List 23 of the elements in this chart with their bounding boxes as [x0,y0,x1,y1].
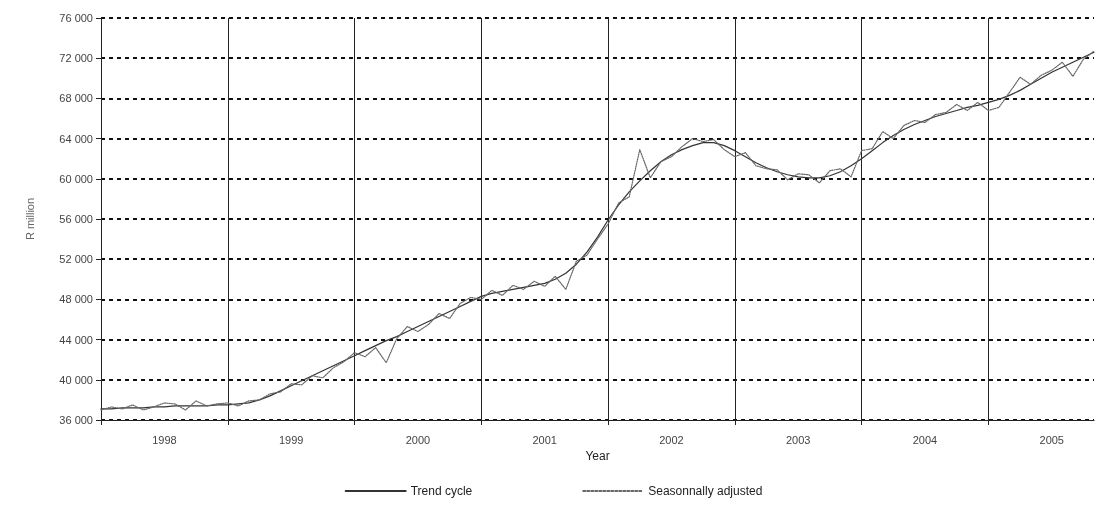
y-tick-label: 72 000 [59,52,93,65]
y-tick-label: 60 000 [59,172,93,185]
x-tick-label: 2000 [405,433,431,446]
legend-label: Trend cycle [410,484,473,498]
x-tick-label: 2002 [659,433,684,446]
x-tick-label: 2003 [785,433,811,446]
x-tick-label: 2004 [912,433,938,446]
y-tick-label: 44 000 [59,333,93,346]
y-tick-label: 68 000 [59,92,93,105]
y-tick-label: 76 000 [59,12,93,24]
x-tick-label: 1999 [278,433,304,446]
y-tick-label: 52 000 [59,253,93,266]
y-tick-label: 48 000 [59,293,93,306]
y-tick-label: 40 000 [59,373,93,386]
y-tick-label: 36 000 [59,414,93,426]
y-tick-label: 56 000 [59,213,93,225]
legend-label: Seasonnally adjusted [648,484,763,498]
y-tick-label: 64 000 [59,132,93,145]
y-axis-title: R million [23,197,36,241]
x-tick-label: 2001 [532,433,557,446]
x-tick-label: 2005 [1039,433,1064,446]
x-tick-label: 1998 [152,433,177,446]
x-axis-title: Year [585,449,610,463]
